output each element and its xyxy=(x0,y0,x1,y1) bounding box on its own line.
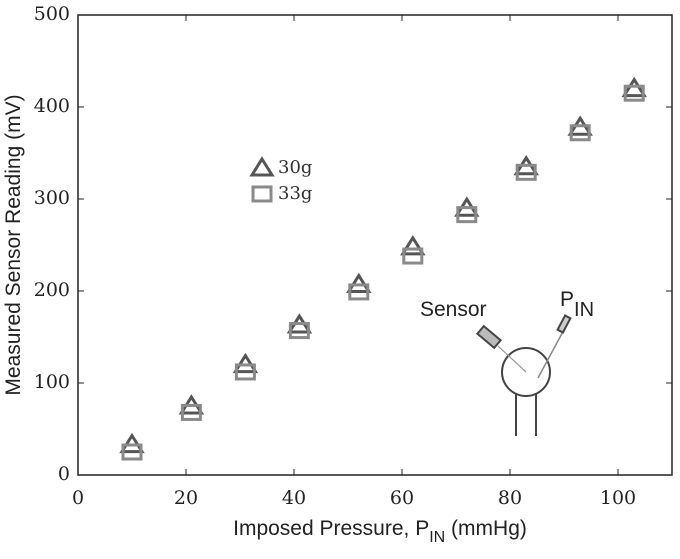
legend-label: 30g xyxy=(278,157,312,178)
inset-diagram xyxy=(475,314,572,436)
plot-frame xyxy=(77,14,673,476)
point xyxy=(348,283,370,301)
y-tick-label: 0 xyxy=(58,463,70,485)
y-tick-label: 400 xyxy=(34,95,70,117)
annotation-text: P xyxy=(560,288,574,311)
point xyxy=(400,235,426,256)
y-tick-label: 300 xyxy=(34,187,70,209)
legend-marker xyxy=(249,156,275,177)
point xyxy=(121,443,143,461)
annotation-subscript: IN xyxy=(574,299,594,321)
y-tick-label: 500 xyxy=(34,3,70,25)
x-tick-label: 100 xyxy=(600,487,636,509)
x-label-subscript: IN xyxy=(429,529,445,546)
x-tick-label: 20 xyxy=(174,487,198,509)
y-tick-label: 200 xyxy=(34,279,70,301)
x-tick-label: 80 xyxy=(498,487,522,509)
x-tick-label: 40 xyxy=(282,487,306,509)
point xyxy=(623,84,645,102)
point xyxy=(234,363,256,381)
point xyxy=(515,163,537,181)
point xyxy=(569,124,591,142)
annotation: Sensor xyxy=(420,298,487,321)
point xyxy=(180,403,202,421)
x-tick-label: 0 xyxy=(72,487,84,509)
legend-label: 33g xyxy=(278,183,312,204)
x-tick-label: 60 xyxy=(390,487,414,509)
y-axis-label: Measured Sensor Reading (mV) xyxy=(2,94,25,395)
x-axis-label: Imposed Pressure, PIN (mmHg) xyxy=(233,517,527,546)
annotation: PIN xyxy=(560,288,594,321)
point xyxy=(402,247,424,265)
x-label-suffix: (mmHg) xyxy=(445,517,527,540)
point xyxy=(288,322,310,340)
y-tick-label: 100 xyxy=(34,371,70,393)
legend-marker xyxy=(251,185,273,203)
point xyxy=(456,206,478,224)
x-label-text: Imposed Pressure, P xyxy=(233,517,429,540)
